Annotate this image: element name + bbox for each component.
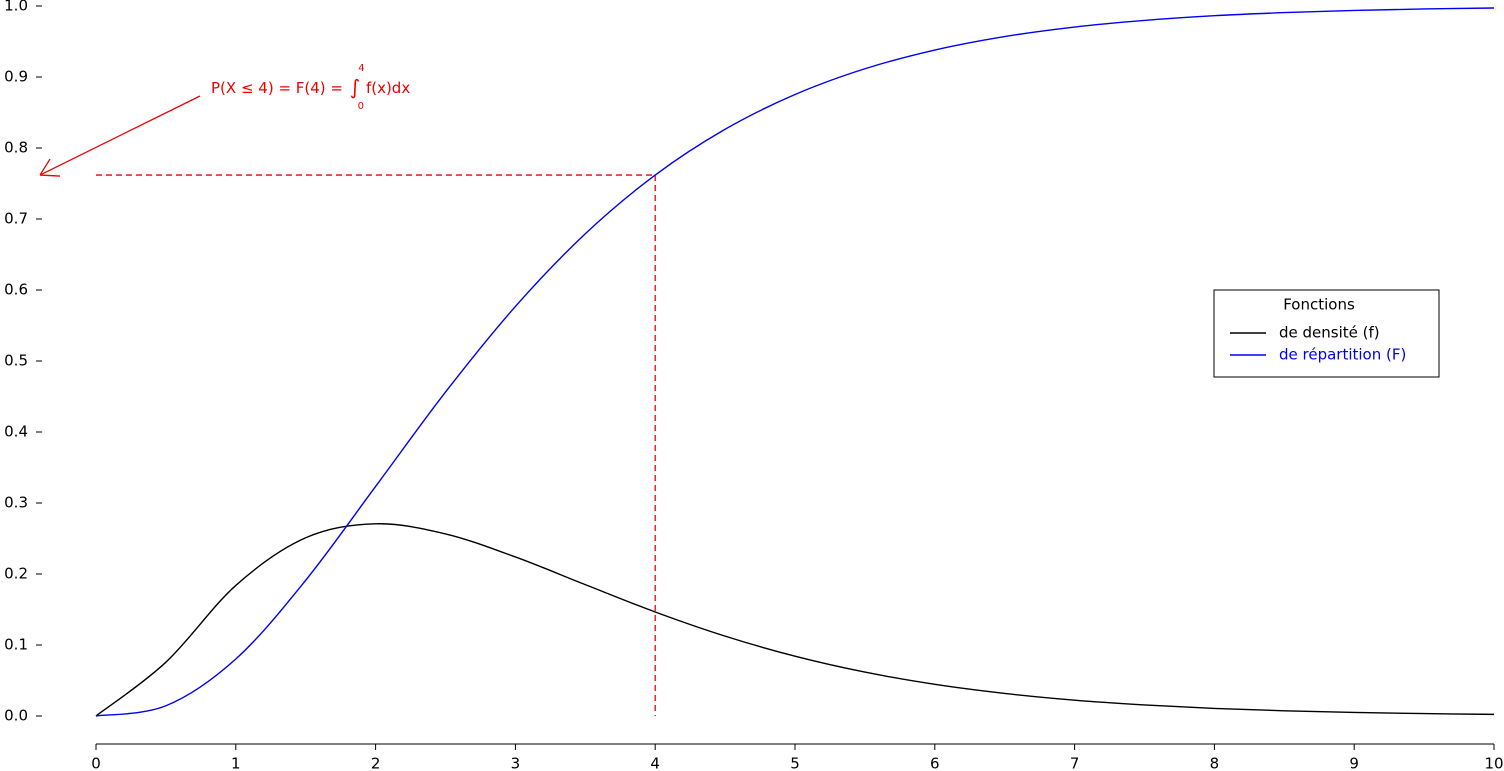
y-tick-label: 0.0 <box>4 707 28 725</box>
series-line <box>95 7 1495 717</box>
x-tick-label: 6 <box>930 755 940 771</box>
x-tick-label: 10 <box>1484 755 1503 771</box>
annotation-integral: ∫ <box>350 75 360 99</box>
y-tick-label: 0.9 <box>4 68 28 86</box>
x-tick-label: 9 <box>1349 755 1359 771</box>
x-tick-label: 1 <box>231 755 241 771</box>
annotation-upper: 4 <box>358 63 364 74</box>
y-tick-label: 0.1 <box>4 636 28 654</box>
x-tick-label: 7 <box>1070 755 1080 771</box>
annotation: P(X ≤ 4) = F(4) = ∫4 0f(x)dx <box>211 63 410 112</box>
x-tick-label: 2 <box>371 755 381 771</box>
annotation-integrand: f(x)dx <box>366 79 410 97</box>
x-tick-label: 5 <box>790 755 800 771</box>
legend-title: Fonctions <box>1283 296 1355 314</box>
y-tick-label: 0.6 <box>4 281 28 299</box>
y-tick-label: 0.3 <box>4 494 28 512</box>
legend-label: de densité (f) <box>1279 324 1380 342</box>
x-tick-label: 4 <box>650 755 660 771</box>
annotation-text: P(X ≤ 4) = F(4) = <box>211 79 348 97</box>
legend: Fonctions de densité (f) de répartition (… <box>1213 289 1440 378</box>
y-tick-label: 0.2 <box>4 565 28 583</box>
x-tick-label: 3 <box>511 755 521 771</box>
y-tick-label: 0.4 <box>4 423 28 441</box>
y-tick-label: 0.5 <box>4 352 28 370</box>
annotation-arrow <box>39 95 201 177</box>
annotation-lower: 0 <box>358 101 364 112</box>
x-tick-label: 0 <box>91 755 101 771</box>
series-line <box>95 523 1495 717</box>
y-tick-label: 0.8 <box>4 139 28 157</box>
y-tick-label: 0.7 <box>4 210 28 228</box>
x-tick-label: 8 <box>1210 755 1220 771</box>
y-tick-label: 1.0 <box>4 0 28 15</box>
legend-label: de répartition (F) <box>1279 346 1406 364</box>
